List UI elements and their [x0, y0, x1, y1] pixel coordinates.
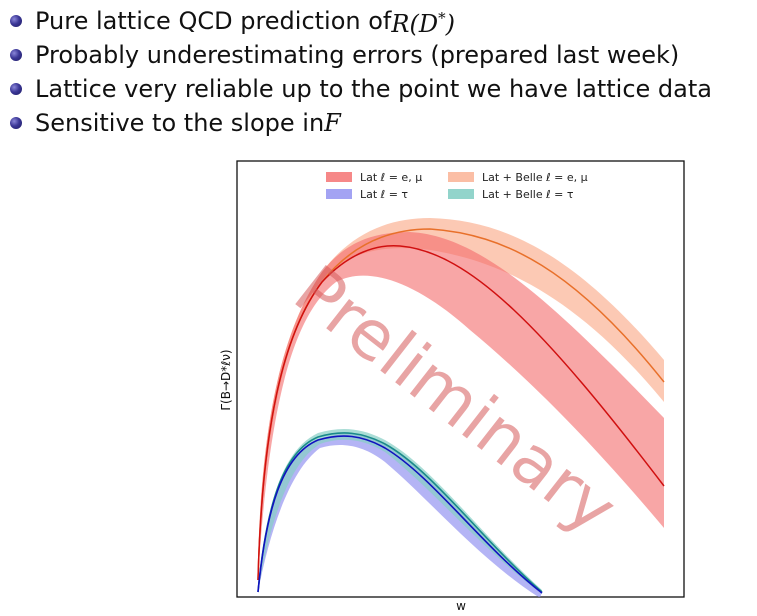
- bullet-icon: [10, 15, 22, 27]
- band-lat-tau: [258, 433, 542, 597]
- legend-label-lat-belle-tau: Lat + Belle ℓ = τ: [482, 188, 574, 201]
- bullet-item-1: Pure lattice QCD prediction of R(D*): [10, 4, 712, 38]
- bullet-icon: [10, 117, 22, 129]
- legend-label-lat-e-mu: Lat ℓ = e, μ: [360, 171, 422, 184]
- bullet-item-3: Lattice very reliable up to the point we…: [10, 72, 712, 106]
- legend-swatch-lat-belle-tau: [448, 189, 474, 199]
- legend: Lat ℓ = e, μ Lat ℓ = τ Lat + Belle ℓ = e…: [326, 171, 588, 201]
- legend-label-lat-belle-e-mu: Lat + Belle ℓ = e, μ: [482, 171, 588, 184]
- legend-swatch-lat-e-mu: [326, 172, 352, 182]
- bullet-icon: [10, 83, 22, 95]
- script-f-symbol: F: [324, 109, 341, 137]
- math-expression: R(D*): [391, 9, 455, 38]
- band-lat-e-mu: [258, 232, 664, 580]
- bullet-text-3: Lattice very reliable up to the point we…: [35, 75, 712, 103]
- y-axis-label: Γ(B→D*ℓν): [219, 349, 233, 410]
- bullet-icon: [10, 49, 22, 61]
- bullet-text-4: Sensitive to the slope in: [35, 109, 325, 137]
- band-lat-belle-tau: [258, 428, 542, 594]
- bullet-item-4: Sensitive to the slope in F: [10, 106, 712, 140]
- legend-label-lat-tau: Lat ℓ = τ: [360, 188, 408, 201]
- bullet-text-2: Probably underestimating errors (prepare…: [35, 41, 680, 69]
- bullet-list: Pure lattice QCD prediction of R(D*) Pro…: [10, 4, 712, 140]
- bullet-text-1: Pure lattice QCD prediction of: [35, 7, 392, 35]
- plot-area: [257, 218, 665, 597]
- bullet-item-2: Probably underestimating errors (prepare…: [10, 38, 712, 72]
- line-lat-e-mu: [257, 244, 665, 581]
- x-axis-label: w: [456, 599, 466, 613]
- line-lat-tau: [257, 435, 543, 594]
- legend-swatch-lat-belle-e-mu: [448, 172, 474, 182]
- legend-swatch-lat-tau: [326, 189, 352, 199]
